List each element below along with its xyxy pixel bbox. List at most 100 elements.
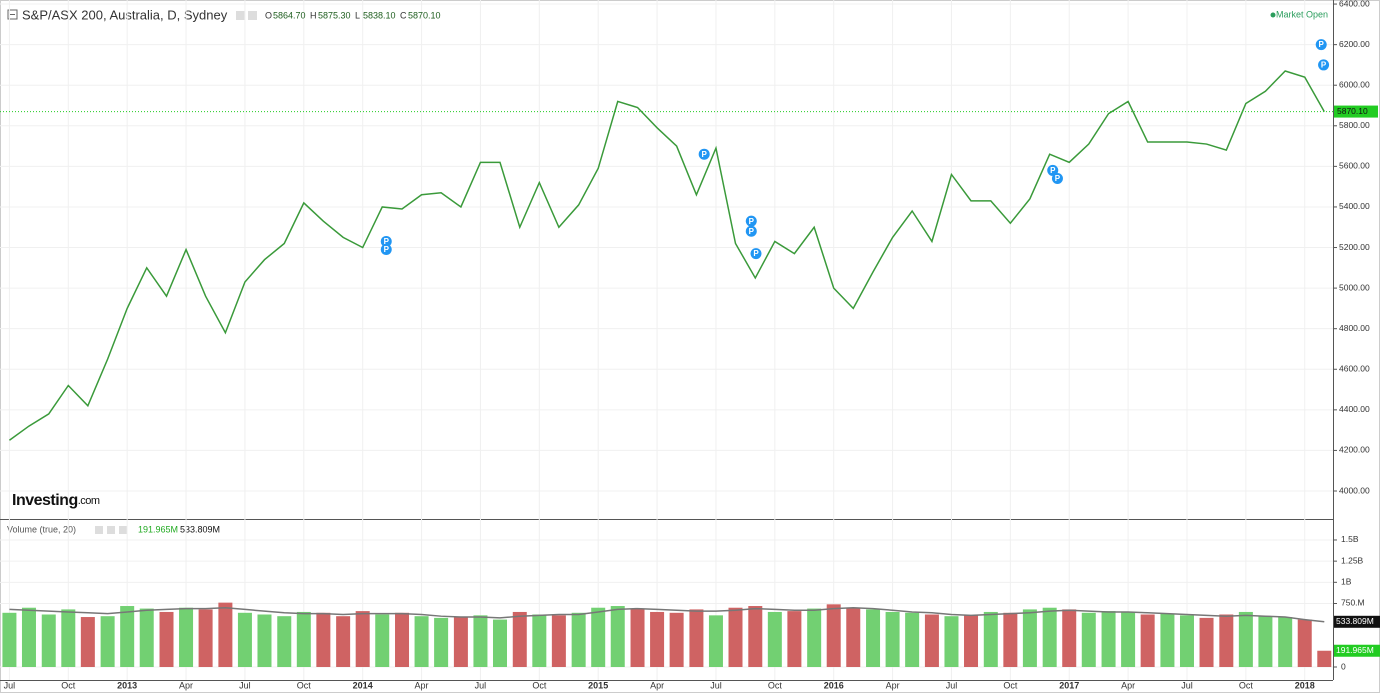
- event-marker[interactable]: [1051, 173, 1063, 185]
- y-tick-label: 5000.00: [1339, 282, 1370, 292]
- volume-bar: [630, 608, 645, 668]
- x-tick-label: Jul: [475, 680, 487, 690]
- event-label: P: [1319, 40, 1325, 49]
- event-marker[interactable]: [1318, 59, 1330, 71]
- volume-bar: [1238, 611, 1253, 668]
- brand-logo: Investing.com: [12, 492, 100, 509]
- quote-value: 5870.10: [408, 10, 441, 20]
- volume-tag-label: 191.965M: [1336, 645, 1374, 655]
- event-marker[interactable]: [698, 148, 710, 160]
- y-tick-label: 4400.00: [1339, 404, 1370, 414]
- y-tick-label: 5800.00: [1339, 120, 1370, 130]
- quote-key: L: [355, 10, 360, 20]
- last-price-tag: [1334, 105, 1378, 118]
- volume-bar: [316, 612, 331, 668]
- quote-value: 5875.30: [318, 10, 351, 20]
- volume-bar: [1179, 615, 1194, 668]
- volume-bar: [492, 619, 507, 668]
- x-tick-label: Jul: [710, 680, 722, 690]
- event-label: P: [702, 150, 708, 159]
- volume-icon[interactable]: [119, 526, 127, 534]
- volume-bar: [983, 611, 998, 668]
- volume-bar: [885, 611, 900, 668]
- volume-bar: [41, 614, 56, 668]
- x-tick-label: Oct: [61, 680, 76, 690]
- volume-bar: [1101, 611, 1116, 668]
- event-marker[interactable]: [380, 235, 392, 247]
- settings-icon[interactable]: [236, 11, 245, 20]
- volume-bar: [336, 616, 351, 668]
- volume-icon[interactable]: [107, 526, 115, 534]
- volume-bar: [767, 611, 782, 668]
- volume-bar: [1317, 650, 1332, 668]
- x-tick-label: Oct: [1003, 680, 1018, 690]
- volume-bar: [1199, 617, 1214, 668]
- volume-ma-line: [9, 606, 1325, 623]
- event-label: P: [1321, 61, 1327, 70]
- volume-bar: [61, 609, 76, 668]
- y-tick-label: 1.25B: [1341, 555, 1364, 565]
- volume-bar: [866, 609, 881, 668]
- event-marker[interactable]: [1315, 39, 1327, 51]
- volume-bar: [807, 608, 822, 668]
- volume-bar: [1022, 609, 1037, 668]
- y-tick-label: 4200.00: [1339, 445, 1370, 455]
- volume-ma-value: 533.809M: [180, 524, 220, 534]
- grid: [0, 0, 1333, 680]
- event-marker[interactable]: [750, 248, 762, 260]
- x-tick-label: Apr: [650, 680, 664, 690]
- y-tick-label: 1.5B: [1341, 534, 1359, 544]
- volume-bar: [1081, 612, 1096, 668]
- volume-bar: [944, 616, 959, 668]
- volume-bar: [787, 611, 802, 668]
- volume-bar: [905, 612, 920, 668]
- brand: Investing: [12, 492, 78, 509]
- volume-bar: [532, 614, 547, 668]
- close-icon[interactable]: [248, 11, 257, 20]
- volume-bar: [218, 602, 233, 668]
- event-marker[interactable]: [745, 225, 757, 237]
- volume-icon[interactable]: [95, 526, 103, 534]
- event-marker[interactable]: [745, 215, 757, 227]
- volume-bar: [2, 612, 17, 668]
- volume-bar: [591, 607, 606, 668]
- volume-tag-label: 533.809M: [1336, 616, 1374, 626]
- quote-value: 5838.10: [363, 10, 396, 20]
- x-tick-label: Oct: [768, 680, 783, 690]
- volume-bar: [257, 614, 272, 668]
- x-tick-label: Apr: [1121, 680, 1135, 690]
- event-label: P: [749, 227, 755, 236]
- volume-bar: [80, 617, 95, 668]
- event-marker[interactable]: [1047, 164, 1059, 176]
- chart-title: S&P/ASX 200, Australia, D, Sydney: [22, 7, 228, 22]
- volume-bar: [355, 611, 370, 668]
- volume-bar: [826, 604, 841, 668]
- volume-bar: [375, 614, 390, 668]
- y-tick-label: 4600.00: [1339, 364, 1370, 374]
- volume-bar: [512, 611, 527, 668]
- volume-bar: [1297, 619, 1312, 668]
- event-label: P: [384, 237, 390, 246]
- volume-bar: [237, 612, 252, 668]
- volume-bar: [964, 615, 979, 668]
- volume-bar: [551, 615, 566, 668]
- volume-bar: [434, 617, 449, 668]
- brand-suffix: .com: [78, 495, 100, 507]
- volume-bar: [571, 612, 586, 668]
- volume-tag: [1334, 615, 1380, 628]
- volume-tag: [1334, 644, 1380, 657]
- collapse-icon[interactable]: [7, 9, 18, 20]
- volume-bar: [1278, 617, 1293, 668]
- status-dot: [1270, 12, 1276, 18]
- volume-bar: [159, 611, 174, 668]
- volume-bar: [296, 611, 311, 668]
- volume-bar: [650, 611, 665, 668]
- volume-bar: [473, 615, 488, 668]
- event-marker[interactable]: [380, 244, 392, 256]
- event-label: P: [749, 217, 755, 226]
- y-tick-label: 4800.00: [1339, 323, 1370, 333]
- volume-bar: [395, 612, 410, 668]
